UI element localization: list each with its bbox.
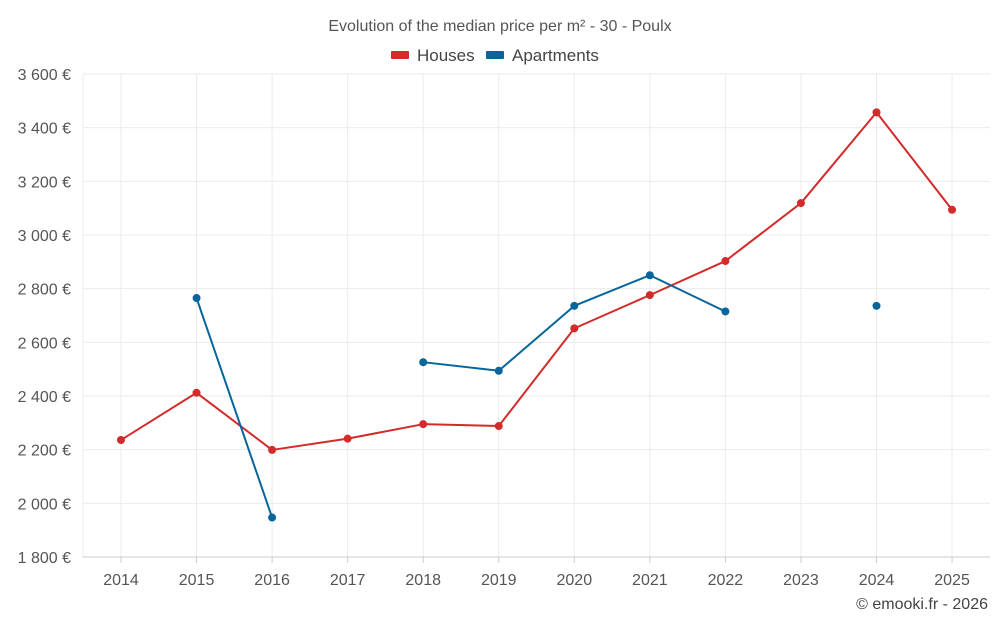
y-tick-label: 2 600 € <box>18 335 71 352</box>
data-point-apartments-2015[interactable] <box>192 294 201 303</box>
y-tick-label: 1 800 € <box>18 550 71 567</box>
x-tick-label: 2014 <box>103 572 139 589</box>
data-point-houses-2024[interactable] <box>872 108 881 117</box>
y-tick-label: 2 200 € <box>18 443 71 460</box>
series-line-houses <box>120 111 953 451</box>
data-point-houses-2019[interactable] <box>494 422 503 431</box>
series <box>117 108 957 522</box>
x-tick-label: 2023 <box>783 572 819 589</box>
credit: © emooki.fr - 2026 <box>856 596 988 613</box>
data-point-houses-2018[interactable] <box>419 420 428 429</box>
legend-item-apartments[interactable]: Apartments <box>486 46 599 65</box>
data-point-apartments-2021[interactable] <box>645 271 654 280</box>
series-line-apartments <box>195 297 274 518</box>
grid <box>82 73 990 563</box>
data-point-houses-2023[interactable] <box>796 199 805 208</box>
data-point-houses-2021[interactable] <box>645 291 654 300</box>
x-tick-label: 2018 <box>405 572 441 589</box>
data-point-houses-2017[interactable] <box>343 434 352 443</box>
data-point-houses-2014[interactable] <box>117 436 125 445</box>
legend-swatch-houses <box>391 51 409 59</box>
x-tick-label: 2016 <box>254 572 290 589</box>
y-tick-label: 3 000 € <box>18 228 71 245</box>
y-tick-label: 3 200 € <box>18 174 71 191</box>
y-axis-labels: 1 800 € 2 000 € 2 200 € 2 400 € 2 600 € 2 800… <box>18 67 71 567</box>
data-point-houses-2016[interactable] <box>268 445 277 454</box>
x-tick-label: 2020 <box>557 572 593 589</box>
data-point-houses-2025[interactable] <box>948 205 957 214</box>
data-point-apartments-2024[interactable] <box>872 301 881 310</box>
x-tick-label: 2015 <box>179 572 215 589</box>
legend-item-houses[interactable]: Houses <box>391 46 475 65</box>
legend-label-apartments: Apartments <box>512 46 599 65</box>
chart-title: Evolution of the median price per m² - 3… <box>328 18 671 35</box>
x-tick-label: 2017 <box>330 572 366 589</box>
data-point-apartments-2018[interactable] <box>419 358 428 367</box>
y-tick-label: 2 800 € <box>18 282 71 299</box>
data-point-apartments-2016[interactable] <box>268 513 277 522</box>
y-tick-label: 3 400 € <box>18 121 71 138</box>
x-tick-label: 2022 <box>708 572 744 589</box>
y-tick-label: 3 600 € <box>18 67 71 84</box>
legend[interactable]: Houses Apartments <box>391 46 599 65</box>
data-point-apartments-2019[interactable] <box>494 366 503 375</box>
x-tick-label: 2024 <box>859 572 895 589</box>
data-point-apartments-2020[interactable] <box>570 301 579 310</box>
y-tick-label: 2 000 € <box>18 496 71 513</box>
legend-swatch-apartments <box>486 51 504 59</box>
x-tick-label: 2021 <box>632 572 668 589</box>
x-tick-label: 2025 <box>934 572 970 589</box>
data-point-houses-2015[interactable] <box>192 388 201 397</box>
data-point-houses-2022[interactable] <box>721 257 730 266</box>
data-point-apartments-2022[interactable] <box>721 307 730 316</box>
x-axis-labels: 2014 2015 2016 2017 2018 2019 2020 2021 2022 2023… <box>103 572 970 589</box>
y-tick-label: 2 400 € <box>18 389 71 406</box>
legend-label-houses: Houses <box>417 46 475 65</box>
x-tick-label: 2019 <box>481 572 517 589</box>
data-point-houses-2020[interactable] <box>570 324 579 333</box>
